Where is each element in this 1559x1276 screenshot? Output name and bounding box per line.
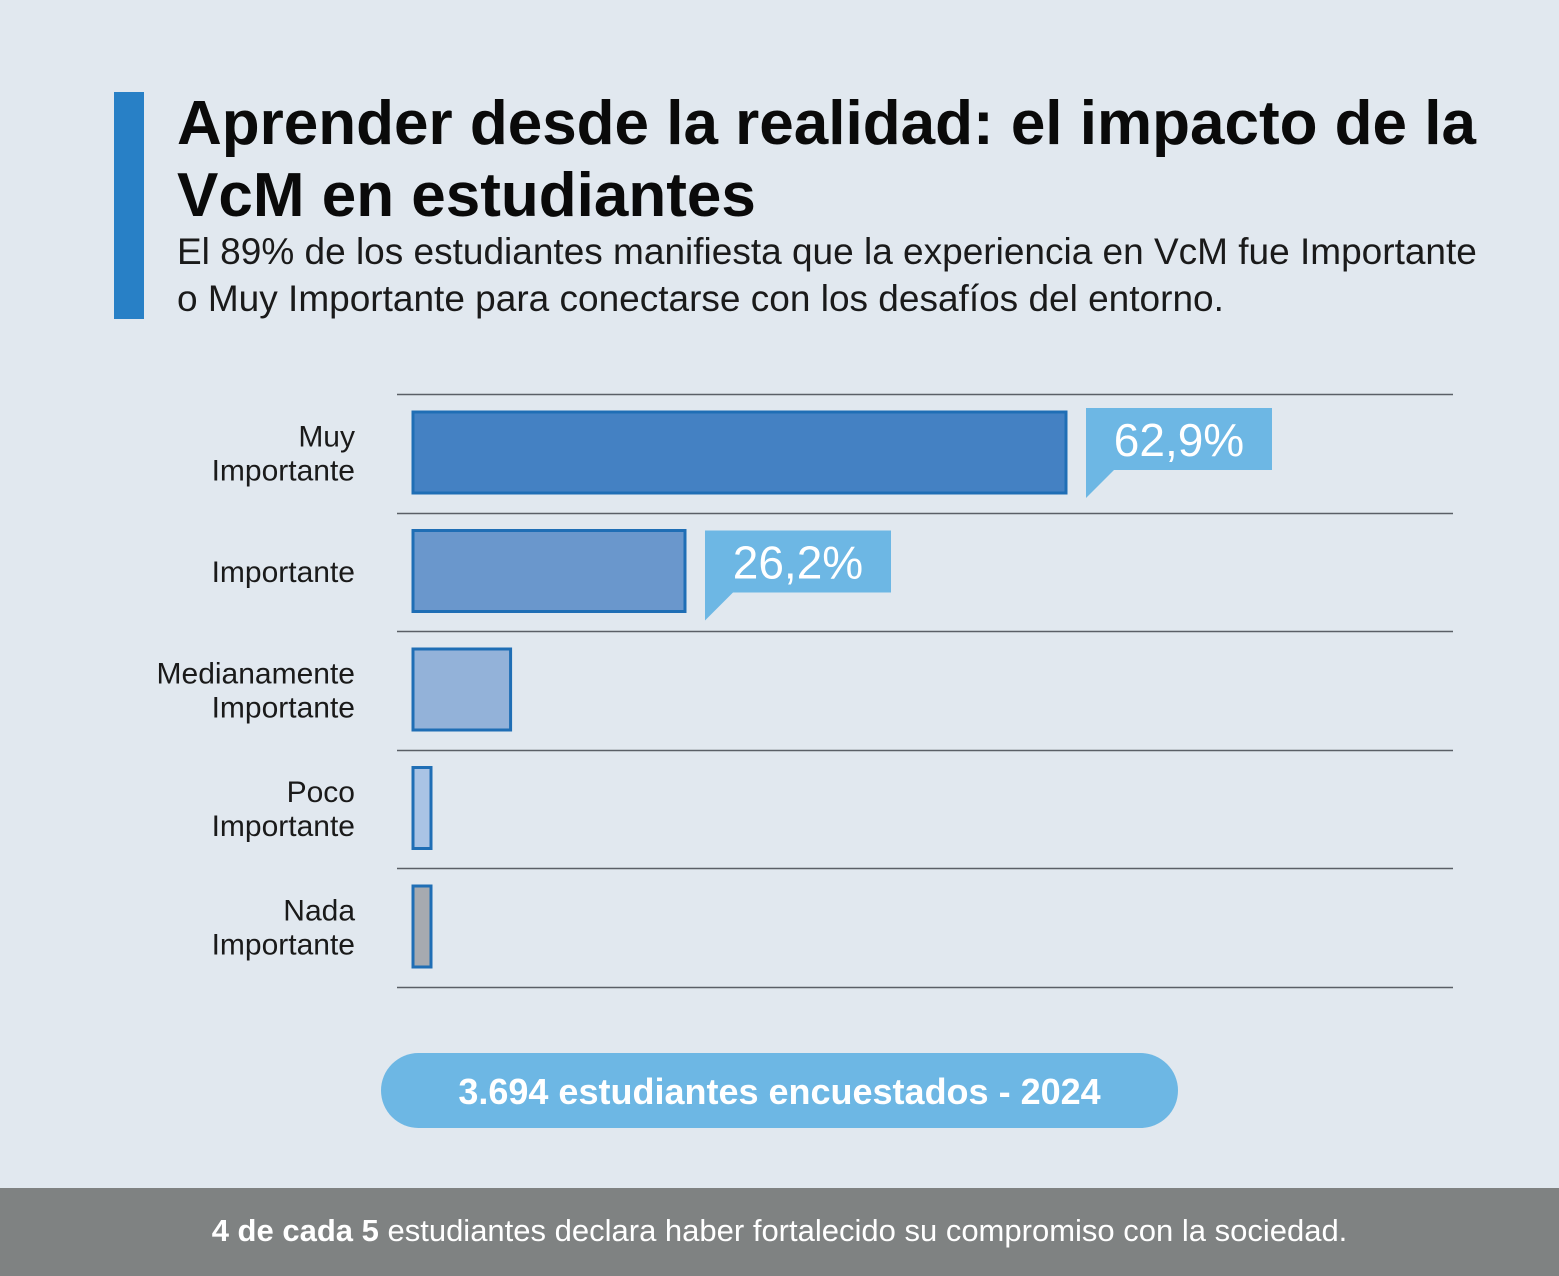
chart-title: Aprender desde la realidad: el impacto d… (177, 89, 1476, 230)
bar (411, 529, 687, 613)
title-accent-bar (114, 92, 144, 319)
bar (411, 410, 1068, 495)
footer-text: estudiantes declara haber fortalecido su… (378, 1213, 1348, 1248)
chart-subtitle: El 89% de los estudiantes manifiesta que… (177, 231, 1477, 319)
data-label: 26,2% (733, 537, 863, 589)
footer-banner: 4 de cada 5 estudiantes declara haber fo… (0, 1188, 1559, 1276)
category-label: Muy (298, 421, 355, 454)
category-label: Nada (283, 895, 355, 928)
category-label: Importante (212, 929, 355, 962)
bar (411, 766, 433, 850)
category-label: Medianamente (157, 658, 355, 691)
data-label: 62,9% (1114, 414, 1244, 466)
footer-highlight: 4 de cada 5 (211, 1213, 379, 1248)
category-label: Importante (212, 692, 355, 725)
bar (411, 647, 513, 732)
category-label: Importante (212, 556, 355, 589)
survey-badge: 3.694 estudiantes encuestados - 2024 (381, 1053, 1178, 1128)
data-label-callout (1086, 408, 1272, 498)
category-label: Importante (212, 455, 355, 488)
category-label: Poco (287, 776, 355, 809)
data-label-callout (704, 530, 891, 621)
bar (411, 884, 433, 969)
category-label: Importante (212, 810, 355, 843)
